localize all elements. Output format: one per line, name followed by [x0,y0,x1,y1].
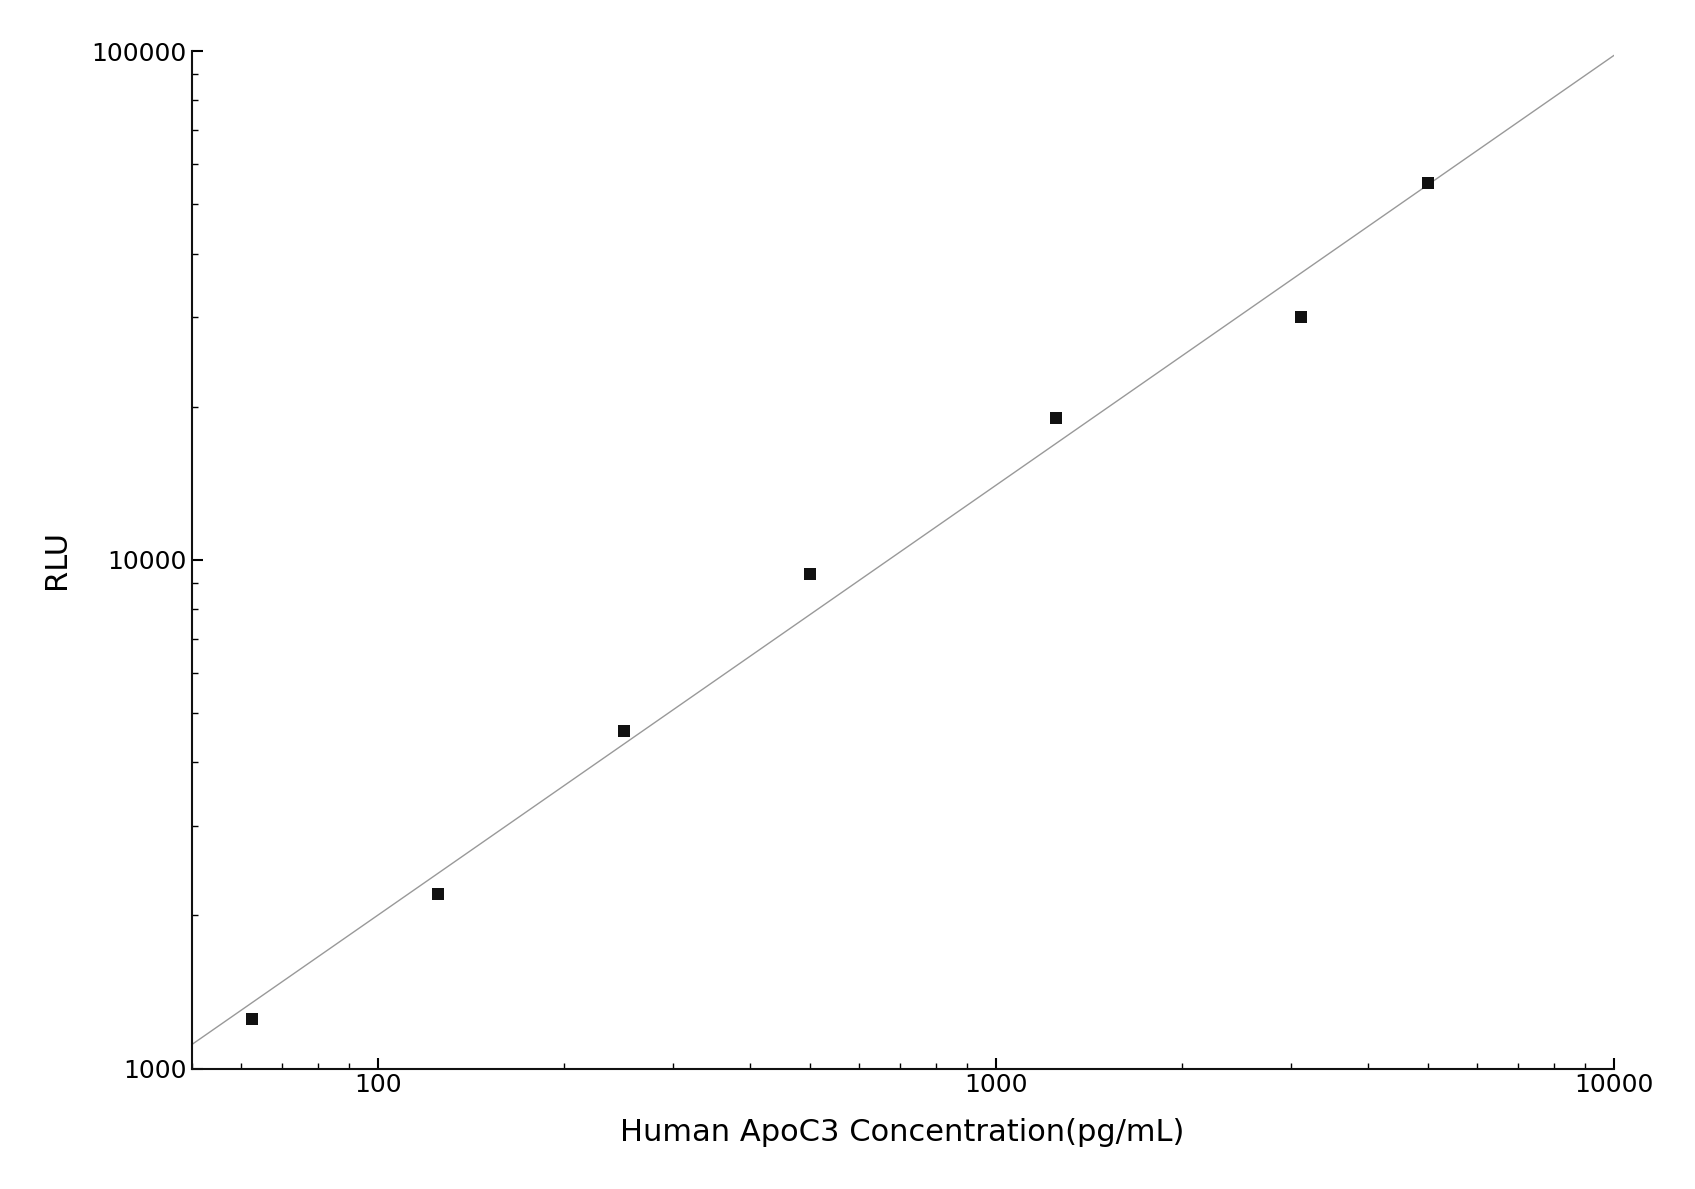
Point [1288,308,1315,327]
Point [610,722,637,741]
Point [1414,174,1441,193]
Point [797,564,824,583]
Point [1042,409,1070,428]
Point [237,1009,264,1028]
Point [424,885,451,904]
Y-axis label: RLU: RLU [42,530,71,590]
X-axis label: Human ApoC3 Concentration(pg/mL): Human ApoC3 Concentration(pg/mL) [620,1119,1185,1147]
